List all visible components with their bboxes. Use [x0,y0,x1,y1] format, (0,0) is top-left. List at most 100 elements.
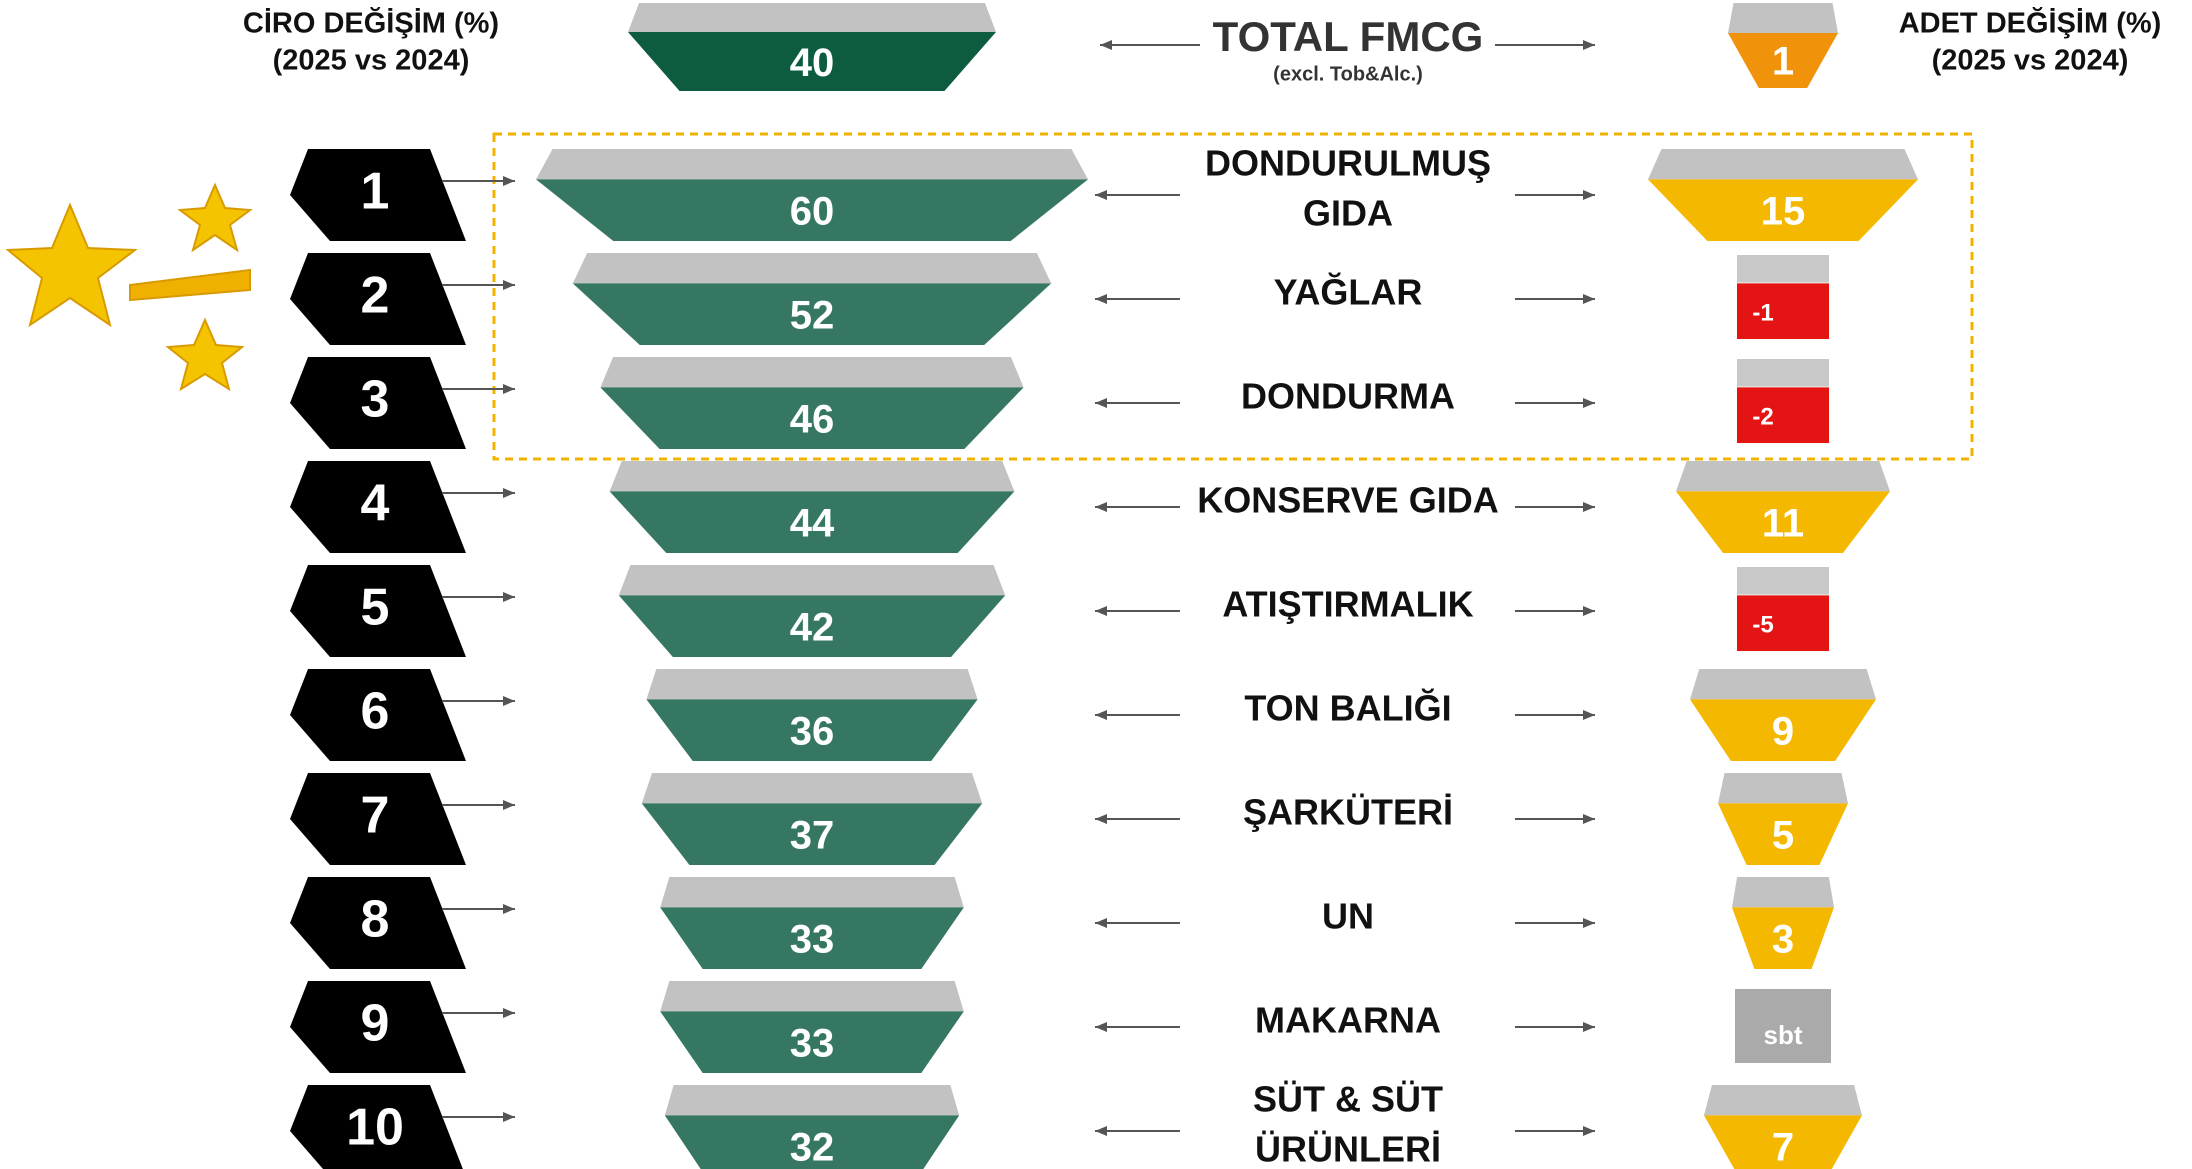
arrow-head [503,280,515,290]
category-label: ŞARKÜTERİ [1243,792,1453,833]
ciro-value: 33 [790,1022,835,1066]
arrow-head [1583,814,1595,824]
adet-top [1737,255,1829,283]
arrow-head [1583,40,1595,50]
category-label: UN [1322,896,1374,937]
adet-top [1648,149,1918,180]
funnel-body [660,1011,964,1073]
funnel-top [618,565,1006,596]
adet-body [1718,803,1848,865]
rank: 4 [361,475,390,533]
arrow-head [503,696,515,706]
rank-chevron [290,981,466,1073]
rank-chevron [290,669,466,761]
arrow-head [1583,710,1595,720]
category-label: SÜT & SÜT [1253,1079,1443,1120]
category-label: DONDURULMUŞ [1205,143,1491,184]
adet-top [1704,1085,1862,1116]
rank: 10 [346,1099,404,1157]
right-title: ADET DEĞİŞİM (%) [1899,6,2162,40]
arrow-head [503,176,515,186]
category-label: KONSERVE GIDA [1197,480,1498,521]
ciro-value: 37 [790,814,835,858]
funnel-body [609,491,1015,553]
ciro-value: 40 [790,41,835,85]
arrow-head [1095,710,1107,720]
ciro-value: 36 [790,710,835,754]
arrow-head [503,800,515,810]
ciro-value: 32 [790,1126,835,1169]
rank: 2 [361,267,390,325]
arrow-head [503,488,515,498]
category-label: MAKARNA [1255,1000,1441,1041]
funnel-body [646,699,978,761]
adet-value: 1 [1772,40,1794,84]
adet-box [1737,595,1829,651]
arrow-head [1100,40,1112,50]
funnel-body [536,179,1088,241]
rank: 7 [361,787,390,845]
adet-value: 5 [1772,814,1794,858]
arrow-head [503,904,515,914]
funnel-body [641,803,983,865]
rank-chevron [290,357,466,449]
arrow-head [1095,502,1107,512]
funnel-top [664,1085,960,1116]
funnel-top [641,773,983,804]
adet-body [1728,33,1838,88]
right-subtitle: (2025 vs 2024) [1932,45,2129,77]
funnel-top [536,149,1088,180]
arrow-head [503,1008,515,1018]
arrow-head [1583,398,1595,408]
ciro-value: 44 [790,502,835,546]
adet-body [1704,1115,1862,1169]
rank: 1 [361,163,390,221]
category-label: DONDURMA [1241,376,1455,417]
adet-body [1690,699,1876,761]
category-label: YAĞLAR [1274,272,1423,313]
adet-box [1737,283,1829,339]
category-label: ATIŞTIRMALIK [1222,584,1473,625]
rank: 5 [361,579,390,637]
funnel-top [628,3,996,33]
rank-chevron [290,253,466,345]
adet-value: 7 [1772,1126,1794,1169]
funnel-top [660,981,964,1012]
arrow-head [1095,606,1107,616]
adet-top [1676,461,1890,492]
funnel-body [572,283,1052,345]
rank-chevron [290,877,466,969]
ciro-value: 42 [790,606,835,650]
rank: 3 [361,371,390,429]
ciro-value: 46 [790,398,835,442]
funnel-body [660,907,964,969]
arrow-head [1583,1126,1595,1136]
adet-value: 11 [1762,502,1804,546]
arrow-head [1583,606,1595,616]
adet-value: sbt [1764,1020,1803,1050]
funnel-body [618,595,1006,657]
ciro-value: 60 [790,190,835,234]
funnel-top [609,461,1015,492]
arrow-head [503,384,515,394]
arrow-head [1095,398,1107,408]
adet-top [1732,877,1834,908]
adet-value: -2 [1752,404,1773,431]
category-label: TON BALIĞI [1244,688,1451,729]
arrow-head [503,1112,515,1122]
arrow-head [1583,190,1595,200]
adet-top [1737,567,1829,595]
rank-chevron [290,773,466,865]
rank-chevron [290,461,466,553]
adet-body [1648,179,1918,241]
category-label: GIDA [1303,193,1393,234]
funnel-top [660,877,964,908]
center-title: TOTAL FMCG [1213,13,1484,60]
funnel-top [646,669,978,700]
arrow-head [1583,918,1595,928]
arrow-head [1095,294,1107,304]
adet-top [1690,669,1876,700]
adet-body [1676,491,1890,553]
